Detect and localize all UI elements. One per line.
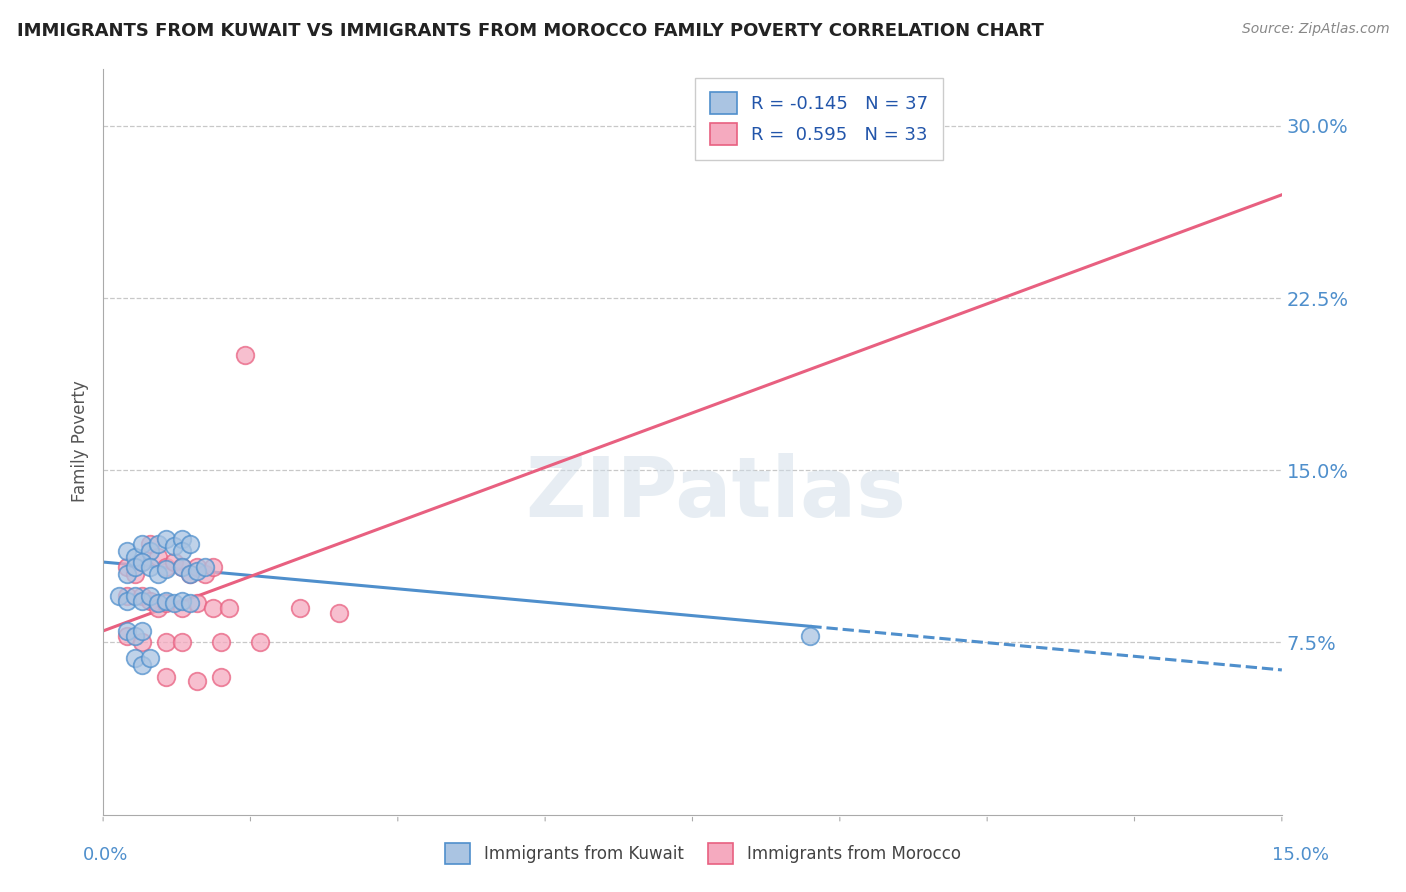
Point <box>179 566 201 581</box>
Text: IMMIGRANTS FROM KUWAIT VS IMMIGRANTS FROM MOROCCO FAMILY POVERTY CORRELATION CHA: IMMIGRANTS FROM KUWAIT VS IMMIGRANTS FRO… <box>17 22 1043 40</box>
Point <box>115 566 138 581</box>
Point <box>115 543 138 558</box>
Point <box>170 559 193 574</box>
Point <box>139 594 162 608</box>
Point <box>155 670 177 684</box>
Point <box>124 550 146 565</box>
Point <box>179 566 201 581</box>
Point <box>288 601 311 615</box>
Point <box>124 566 146 581</box>
Point <box>115 559 138 574</box>
Point <box>146 566 169 581</box>
Point <box>163 555 186 569</box>
Point <box>108 590 131 604</box>
Point <box>170 559 193 574</box>
Point <box>179 596 201 610</box>
Point <box>170 532 193 546</box>
Point <box>146 596 169 610</box>
Point <box>139 590 162 604</box>
Point <box>131 590 153 604</box>
Point <box>218 601 240 615</box>
Point <box>163 596 186 610</box>
Point <box>179 537 201 551</box>
Point <box>124 651 146 665</box>
Point <box>131 555 153 569</box>
Legend: Immigrants from Kuwait, Immigrants from Morocco: Immigrants from Kuwait, Immigrants from … <box>439 837 967 871</box>
Point <box>131 635 153 649</box>
Text: ZIPatlas: ZIPatlas <box>526 453 907 534</box>
Point <box>209 635 232 649</box>
Point <box>146 601 169 615</box>
Point <box>186 564 208 578</box>
Point <box>115 628 138 642</box>
Point <box>131 658 153 673</box>
Y-axis label: Family Poverty: Family Poverty <box>72 381 89 502</box>
Point <box>186 596 208 610</box>
Point <box>194 566 217 581</box>
Point <box>155 559 177 574</box>
Point <box>328 606 350 620</box>
Text: Source: ZipAtlas.com: Source: ZipAtlas.com <box>1241 22 1389 37</box>
Point <box>131 555 153 569</box>
Point <box>799 628 821 642</box>
Point <box>249 635 271 649</box>
Point <box>155 562 177 576</box>
Point <box>115 624 138 638</box>
Point <box>155 596 177 610</box>
Point <box>209 670 232 684</box>
Point <box>146 537 169 551</box>
Point <box>131 594 153 608</box>
Point <box>139 651 162 665</box>
Text: 15.0%: 15.0% <box>1272 846 1329 863</box>
Point <box>139 559 162 574</box>
Legend: R = -0.145   N = 37, R =  0.595   N = 33: R = -0.145 N = 37, R = 0.595 N = 33 <box>695 78 943 160</box>
Point <box>202 559 225 574</box>
Point <box>233 348 256 362</box>
Text: 0.0%: 0.0% <box>83 846 128 863</box>
Point <box>124 628 146 642</box>
Point <box>194 559 217 574</box>
Point <box>115 590 138 604</box>
Point <box>170 543 193 558</box>
Point <box>186 674 208 689</box>
Point <box>139 543 162 558</box>
Point <box>202 601 225 615</box>
Point <box>131 537 153 551</box>
Point <box>170 635 193 649</box>
Point <box>139 537 162 551</box>
Point <box>124 559 146 574</box>
Point <box>155 594 177 608</box>
Point <box>115 594 138 608</box>
Point <box>146 550 169 565</box>
Point <box>163 539 186 553</box>
Point <box>170 594 193 608</box>
Point <box>155 532 177 546</box>
Point <box>186 559 208 574</box>
Point <box>124 590 146 604</box>
Point <box>155 635 177 649</box>
Point <box>170 601 193 615</box>
Point <box>131 624 153 638</box>
